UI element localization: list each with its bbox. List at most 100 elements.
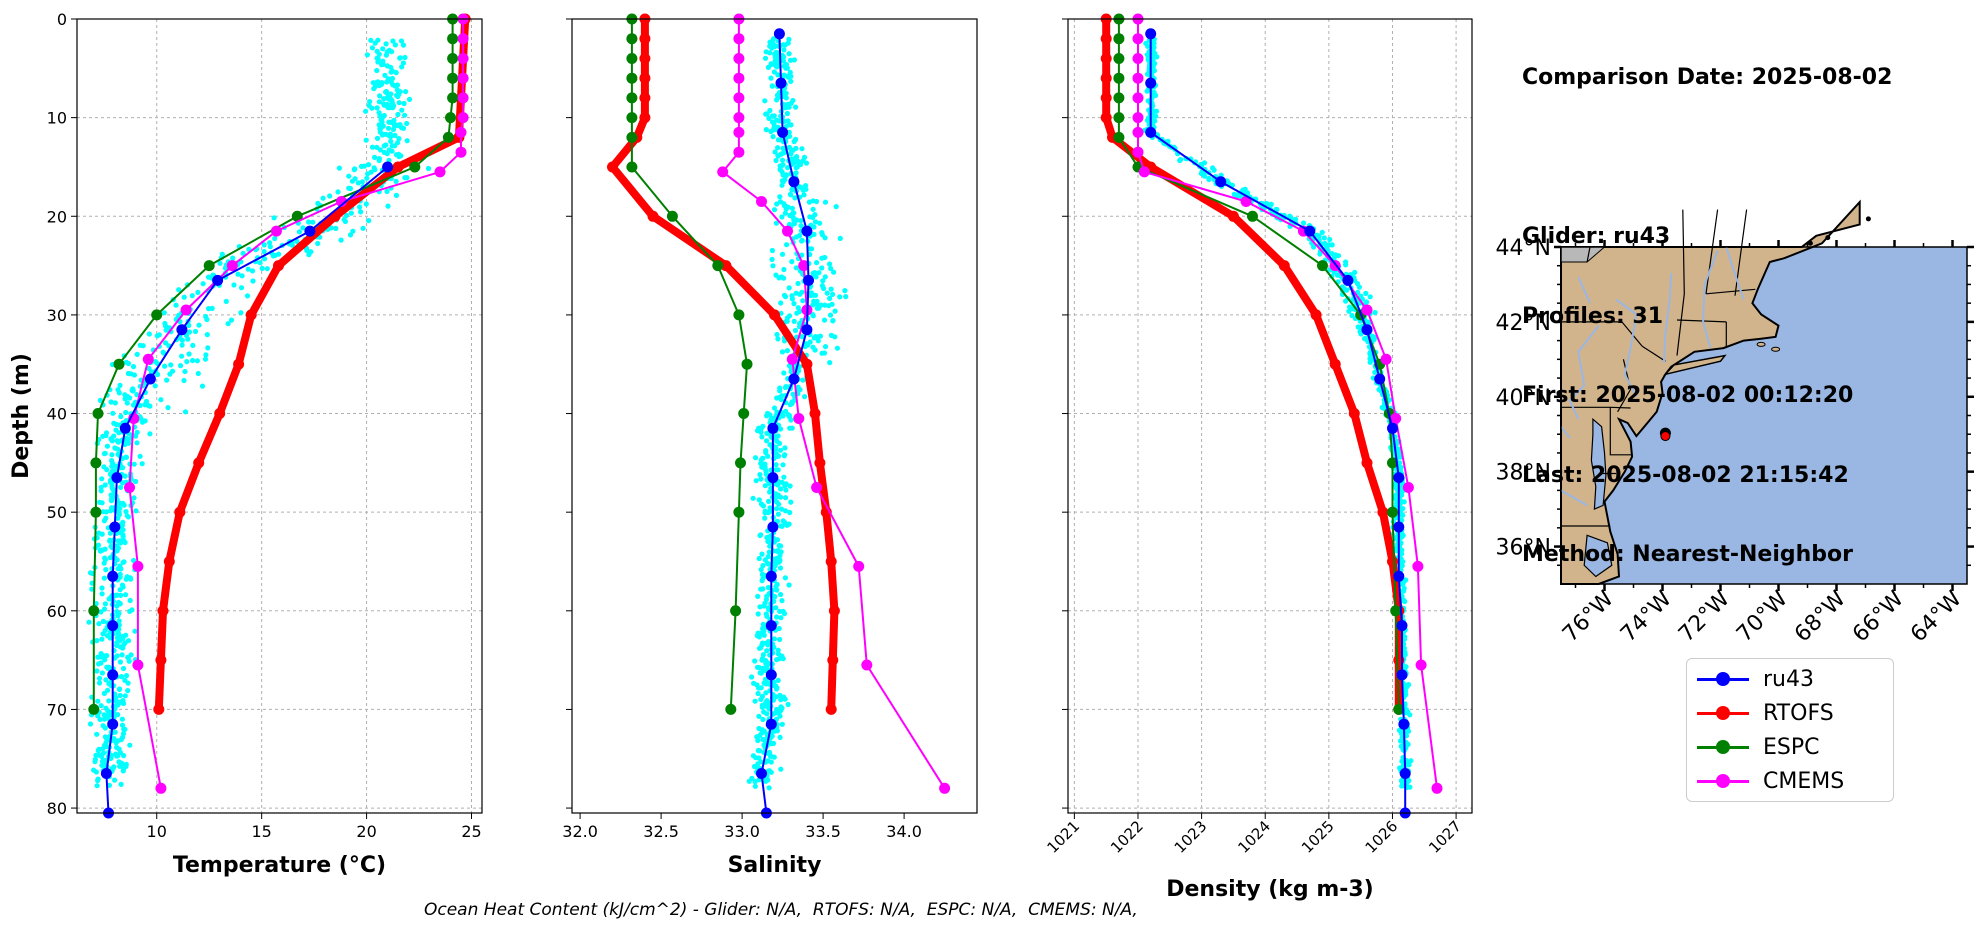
legend-entry-cmems: CMEMS [1695, 767, 1844, 795]
glider-obs-point [774, 117, 780, 123]
glider-obs-point [820, 278, 826, 284]
glider-obs-point [204, 332, 210, 338]
info-line: Profiles: 31 [1522, 303, 1664, 329]
glider-obs-point [129, 607, 135, 613]
glider-obs-point [122, 726, 128, 733]
glider-obs-point [94, 783, 100, 789]
series-point-cmems [457, 53, 469, 64]
glider-obs-point [1358, 293, 1364, 299]
glider-obs-point [755, 734, 761, 740]
glider-obs-point [787, 69, 793, 75]
legend-label: RTOFS [1763, 700, 1834, 726]
series-line-cmems [128, 19, 465, 789]
river [1615, 298, 1638, 398]
series-point-ru43 [111, 472, 123, 484]
glider-obs-point [115, 439, 121, 445]
y-tick-label: 50 [47, 503, 67, 522]
glider-obs-point [105, 708, 111, 714]
glider-obs-point [102, 555, 108, 561]
glider-obs-point [320, 195, 326, 201]
glider-obs-point [106, 698, 112, 704]
glider-obs-point [347, 185, 353, 192]
glider-obs-point [753, 478, 759, 484]
glider-obs-point [756, 555, 762, 562]
legend-swatch [1695, 767, 1751, 795]
glider-obs-point [397, 55, 403, 61]
glider-obs-point [760, 621, 766, 627]
glider-obs-point [758, 457, 764, 463]
glider-obs-point [98, 488, 104, 494]
glider-obs-point [749, 775, 755, 782]
glider-obs-point [99, 758, 105, 764]
glider-obs-point [87, 721, 94, 727]
glider-obs-point [374, 135, 381, 141]
glider-obs-point [119, 722, 126, 728]
glider-obs-point [315, 200, 321, 206]
glider-obs-point [122, 396, 128, 402]
glider-obs-point [358, 163, 365, 169]
glider-obs-point [760, 703, 766, 709]
glider-obs-point [1150, 63, 1156, 70]
series-point-rtofs [825, 703, 837, 715]
glider-obs-point [113, 463, 119, 469]
glider-obs-point [343, 212, 350, 219]
glider-obs-point [388, 134, 394, 140]
glider-obs-point [1367, 294, 1373, 300]
glider-obs-point [806, 199, 813, 205]
glider-obs-point [127, 575, 133, 581]
river [1560, 489, 1588, 507]
glider-obs-point [769, 83, 775, 89]
glider-obs-point [760, 716, 766, 723]
glider-obs-point [348, 210, 354, 216]
glider-obs-point [102, 742, 108, 749]
glider-obs-point [261, 249, 267, 255]
glider-obs-point [102, 601, 108, 607]
series-point-espc [1393, 703, 1405, 715]
glider-obs-point [385, 76, 391, 82]
glider-obs-point [787, 425, 793, 431]
series-point-rtofs [1100, 92, 1112, 104]
glider-obs-point [1403, 577, 1409, 583]
series-point-ru43 [1145, 77, 1157, 89]
glider-obs-point [758, 501, 765, 507]
series-point-ru43 [382, 161, 394, 173]
glider-obs-point [777, 713, 783, 719]
x-axis-label: Density (kg m-3) [1166, 877, 1374, 902]
series-point-ru43 [788, 176, 800, 188]
series-point-rtofs [163, 556, 175, 567]
glider-obs-point [1231, 191, 1237, 197]
series-point-ru43 [1398, 718, 1410, 730]
glider-obs-point [1396, 727, 1402, 734]
glider-obs-point [750, 753, 757, 759]
glider-obs-point [131, 461, 137, 467]
series-point-cmems [457, 72, 469, 84]
glider-obs-point [780, 58, 787, 64]
glider-obs-point [793, 104, 799, 110]
glider-obs-point [109, 452, 115, 458]
glider-obs-point [1346, 308, 1352, 314]
glider-obs-point [758, 645, 764, 651]
series-line-espc [1117, 19, 1400, 710]
glider-obs-point [125, 688, 131, 694]
glider-obs-point [128, 371, 134, 377]
glider-obs-point [1326, 242, 1332, 248]
glider-obs-point [779, 182, 785, 188]
glider-obs-point [158, 397, 164, 403]
series-point-espc [626, 131, 638, 143]
glider-obs-point [775, 481, 781, 487]
glider-obs-point [134, 429, 140, 435]
glider-obs-point [755, 737, 761, 744]
glider-obs-point [777, 194, 783, 200]
series-point-rtofs [1100, 72, 1112, 84]
glider-obs-point [1364, 299, 1370, 305]
glider-obs-point [100, 618, 106, 625]
glider-obs-point [89, 586, 95, 592]
y-tick-label: 60 [47, 602, 67, 621]
glider-obs-point [393, 178, 399, 184]
glider-obs-point [790, 97, 796, 104]
island [1825, 235, 1831, 241]
series-point-espc [626, 72, 638, 84]
info-line: Method: Nearest-Neighbor [1522, 542, 1853, 567]
glider-obs-point [112, 729, 118, 735]
map-lon-label: 74°W [1616, 586, 1677, 647]
